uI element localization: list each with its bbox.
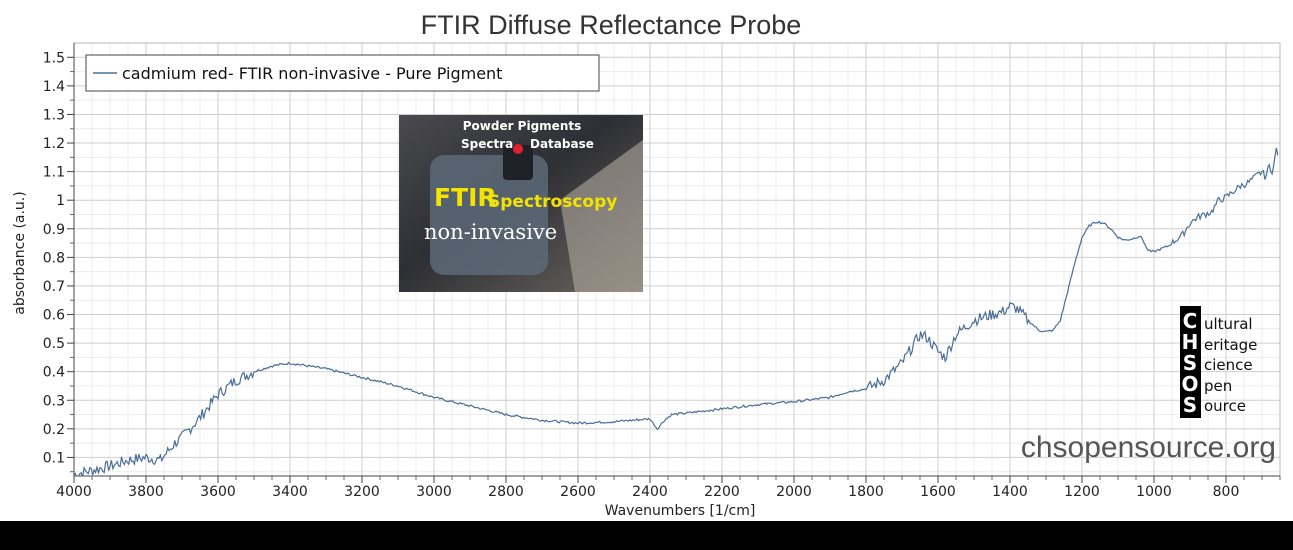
y-tick-label: 0.5 [43, 336, 65, 352]
logo-bar [1180, 306, 1201, 418]
x-tick-label: 1000 [1136, 484, 1172, 500]
y-tick-label: 0.6 [43, 308, 65, 324]
x-tick-label: 2400 [632, 484, 668, 500]
y-tick-label: 0.2 [43, 422, 65, 438]
legend: cadmium red- FTIR non-invasive - Pure Pi… [85, 54, 600, 92]
y-tick-label: 0.4 [43, 365, 65, 381]
inset-wood-surface [560, 140, 643, 292]
logo-letter-s: S [1183, 351, 1197, 375]
y-tick-label: 1.1 [43, 165, 65, 181]
x-tick-label: 3800 [128, 484, 164, 500]
logo-word-ource: ource [1204, 397, 1246, 415]
x-tick-label: 1800 [848, 484, 884, 500]
x-tick-label: 3200 [344, 484, 380, 500]
inset-line2-left: Spectra [461, 137, 513, 151]
logo-letter-o: O [1181, 372, 1198, 396]
series-line-cadmium-red [74, 147, 1279, 476]
minor-gridlines [74, 43, 1281, 476]
x-tick-label: 800 [1213, 484, 1240, 500]
y-tick-label: 1.2 [43, 136, 65, 152]
legend-box [85, 54, 600, 92]
logo-word-eritage: eritage [1204, 336, 1257, 354]
y-axis-label: absorbance (a.u.) [12, 191, 28, 314]
y-axis-ticks [67, 56, 74, 473]
major-gridlines [73, 43, 1280, 476]
x-tick-label: 1200 [1064, 484, 1100, 500]
inset-probe [503, 145, 533, 180]
x-tick-label: 2000 [776, 484, 812, 500]
logo-letter-c: C [1183, 309, 1198, 333]
chart: 4000 3800 3600 3400 3200 3000 2800 2600 2400 2200… [12, 10, 1281, 519]
x-tick-label: 3400 [272, 484, 308, 500]
y-tick-label: 0.3 [43, 393, 65, 409]
chsos-logo: C H S O S ultural eritage cience pen our… [1180, 306, 1257, 418]
x-tick-label: 2200 [704, 484, 740, 500]
plot-area-frame [73, 42, 1281, 477]
x-axis-label: Wavenumbers [1/cm] [605, 503, 756, 519]
y-tick-label: 1.4 [43, 79, 65, 95]
logo-word-cience: cience [1204, 356, 1253, 374]
x-tick-label: 1400 [992, 484, 1028, 500]
inset-device [430, 155, 548, 275]
y-tick-label: 1.5 [43, 50, 65, 66]
chart-title: FTIR Diffuse Reflectance Probe [421, 10, 802, 40]
x-axis-ticks [73, 476, 1281, 483]
watermark-url: chsopensource.org [1021, 431, 1276, 464]
inset-ftir: FTIR [434, 183, 497, 212]
y-tick-label: 0.8 [43, 250, 65, 266]
y-tick-label: 1 [56, 193, 65, 209]
inset-line2-right: Database [530, 137, 594, 151]
x-tick-label: 4000 [56, 484, 92, 500]
x-tick-label: 3600 [200, 484, 236, 500]
y-tick-label: 0.7 [43, 279, 65, 295]
logo-letter-h: H [1182, 330, 1199, 354]
x-tick-label: 2800 [488, 484, 524, 500]
y-tick-label: 1.3 [43, 107, 65, 123]
x-tick-label: 1600 [920, 484, 956, 500]
x-tick-label: 3000 [416, 484, 452, 500]
y-tick-label: 0.1 [43, 450, 65, 466]
y-tick-label: 0.9 [43, 222, 65, 238]
logo-word-pen: pen [1204, 377, 1232, 395]
bottom-black-bar [0, 521, 1293, 550]
logo-word-ultural: ultural [1204, 315, 1253, 333]
inset-spectroscopy: Spectroscopy [488, 192, 617, 212]
x-axis-tick-labels: 4000 3800 3600 3400 3200 3000 2800 2600 2400 2200… [56, 484, 1239, 500]
inset-image: Powder Pigments Spectra Database FTIR Sp… [399, 115, 643, 292]
logo-letter-s2: S [1183, 393, 1197, 417]
x-tick-label: 2600 [560, 484, 596, 500]
inset-line1: Powder Pigments [463, 119, 582, 133]
inset-non-invasive: non-invasive [424, 220, 557, 244]
legend-entry: cadmium red- FTIR non-invasive - Pure Pi… [122, 64, 502, 83]
y-axis-tick-labels: 0.1 0.2 0.3 0.4 0.5 0.6 0.7 0.8 0.9 1 1.1 1.2 1.3 1.4… [43, 50, 65, 466]
inset-red-light [513, 144, 523, 154]
